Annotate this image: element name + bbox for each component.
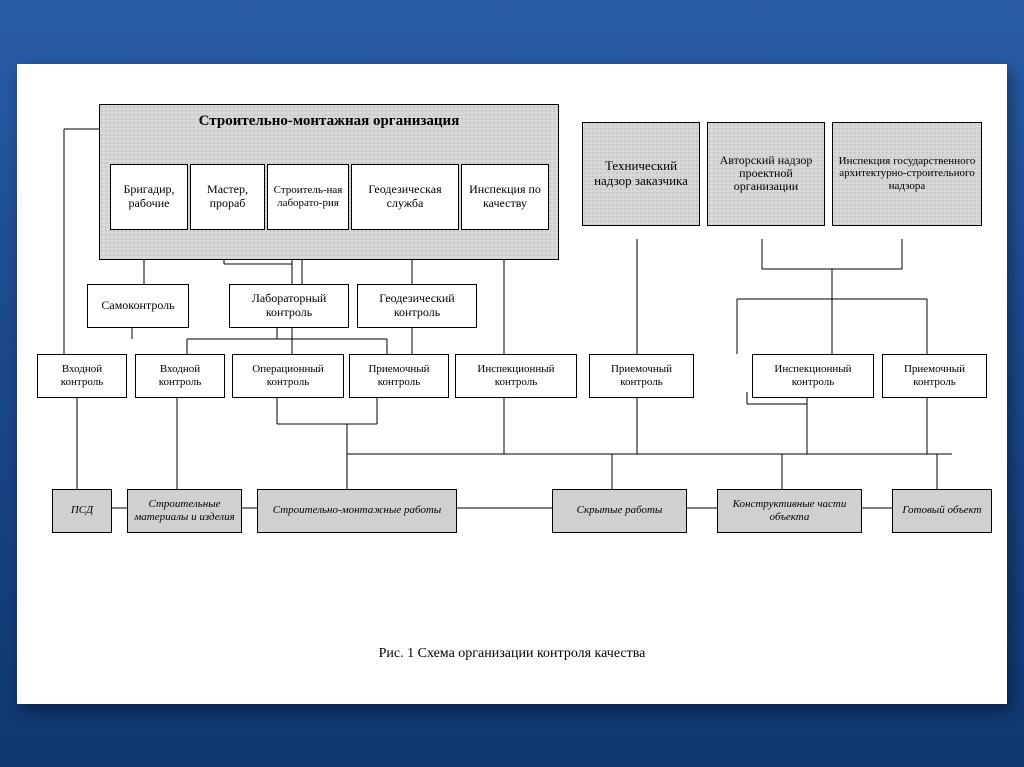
inner-2: Строитель-ная лаборато-рия xyxy=(267,164,349,230)
row3-3: Приемочный контроль xyxy=(349,354,449,398)
row2-0: Самоконтроль xyxy=(87,284,189,328)
row2-2: Геодезический контроль xyxy=(357,284,477,328)
inner-0: Бригадир, рабочие xyxy=(110,164,188,230)
inner-4: Инспекция по качеству xyxy=(461,164,549,230)
diagram-sheet: Строительно-монтажная организация Бригад… xyxy=(17,64,1007,704)
row3-6: Инспекционный контроль xyxy=(752,354,874,398)
row4-3: Скрытые работы xyxy=(552,489,687,533)
smo-title: Строительно-монтажная организация xyxy=(199,113,460,130)
row3-4: Инспекционный контроль xyxy=(455,354,577,398)
row4-2: Строительно-монтажные работы xyxy=(257,489,457,533)
row4-5: Готовый объект xyxy=(892,489,992,533)
inner-1: Мастер, прораб xyxy=(190,164,265,230)
row3-0: Входной контроль xyxy=(37,354,127,398)
row4-1: Строительные материалы и изделия xyxy=(127,489,242,533)
row3-1: Входной контроль xyxy=(135,354,225,398)
row3-7: Приемочный контроль xyxy=(882,354,987,398)
oversight-2: Инспекция государственного архитектурно-… xyxy=(832,122,982,226)
row4-4: Конструктивные части объекта xyxy=(717,489,862,533)
row3-2: Операционный контроль xyxy=(232,354,344,398)
inner-3: Геодезическая служба xyxy=(351,164,459,230)
row2-1: Лабораторный контроль xyxy=(229,284,349,328)
oversight-0: Технический надзор заказчика xyxy=(582,122,700,226)
row3-5: Приемочный контроль xyxy=(589,354,694,398)
caption: Рис. 1 Схема организации контроля качест… xyxy=(17,646,1007,662)
oversight-1: Авторский надзор проектной организации xyxy=(707,122,825,226)
row4-0: ПСД xyxy=(52,489,112,533)
